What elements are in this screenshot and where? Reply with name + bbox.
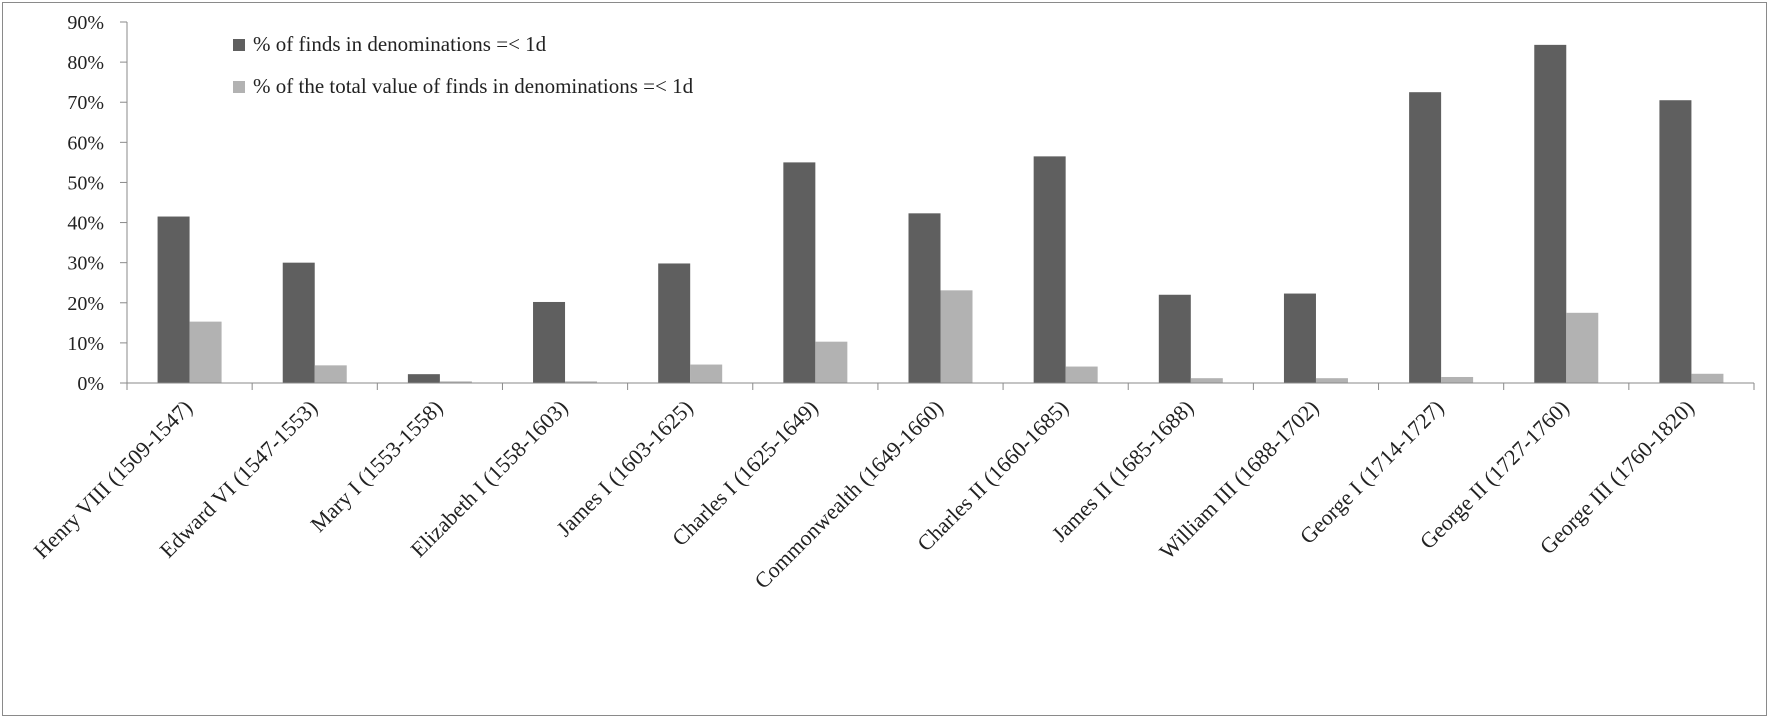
y-tick-label: 50%	[67, 172, 104, 194]
bar-series-2-11	[1566, 312, 1599, 383]
bar-series-1-0	[157, 216, 190, 383]
bar-series-1-11	[1534, 44, 1567, 383]
y-tick-label: 90%	[67, 12, 104, 34]
bar-series-1-1	[282, 262, 315, 383]
bar-series-2-1	[314, 365, 347, 383]
legend: % of finds in denominations =< 1d % of th…	[233, 32, 694, 98]
y-tick-label: 0%	[77, 373, 104, 395]
y-tick-label: 40%	[67, 213, 104, 235]
legend-swatch-2	[233, 81, 245, 93]
legend-label-1: % of finds in denominations =< 1d	[253, 32, 547, 56]
y-tick-label: 20%	[67, 293, 104, 315]
x-category-label: James I (1603-1625)	[551, 395, 697, 541]
bar-series-1-10	[1409, 92, 1442, 383]
bar-series-1-2	[407, 374, 440, 383]
x-axis-category-labels: Henry VIII (1509-1547)Edward VI (1547-15…	[29, 383, 1755, 594]
bar-series-2-8	[1190, 378, 1223, 383]
bar-series-2-4	[690, 364, 723, 383]
y-tick-label: 80%	[67, 52, 104, 74]
y-tick-label: 10%	[67, 333, 104, 355]
legend-swatch-1	[233, 39, 245, 51]
bar-series-2-9	[1315, 378, 1348, 383]
bars-group	[157, 44, 1724, 383]
bar-series-2-6	[940, 290, 973, 383]
legend-label-2: % of the total value of finds in denomin…	[253, 74, 694, 98]
bar-series-1-7	[1033, 156, 1066, 383]
y-tick-label: 60%	[67, 132, 104, 154]
bar-series-1-12	[1659, 100, 1692, 383]
bar-series-2-0	[189, 321, 222, 383]
bar-series-2-5	[815, 341, 848, 383]
bar-series-2-7	[1065, 366, 1098, 383]
bar-series-2-2	[439, 381, 472, 383]
y-tick-label: 70%	[67, 92, 104, 114]
bar-series-2-12	[1691, 373, 1724, 383]
bar-series-2-3	[565, 381, 598, 383]
bar-series-2-10	[1441, 376, 1474, 383]
bar-series-1-8	[1158, 294, 1191, 383]
x-category-label: Mary I (1553-1558)	[305, 395, 447, 537]
bar-series-1-9	[1283, 293, 1316, 383]
bar-series-1-4	[658, 263, 691, 383]
bar-series-1-3	[533, 301, 566, 383]
bar-series-1-5	[783, 162, 816, 383]
bar-series-1-6	[908, 213, 941, 383]
y-axis-ticks: 0% 10% 20% 30% 40% 50% 60% 70% 80% 90%	[67, 12, 127, 395]
y-tick-label: 30%	[67, 253, 104, 275]
